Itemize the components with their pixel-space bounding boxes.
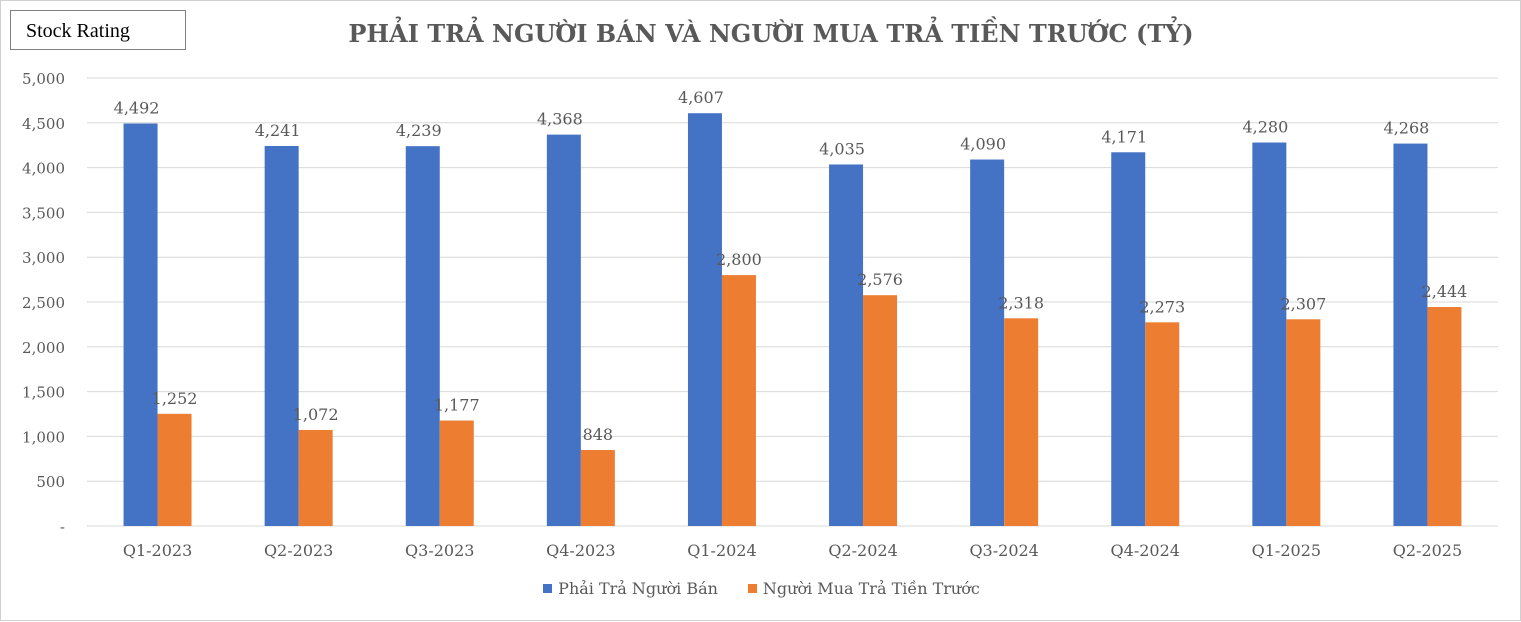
bar-advances-Q4-2024 [1145,322,1180,526]
data-label-advances-Q3-2023: 1,177 [434,396,480,415]
data-label-advances-Q1-2024: 2,800 [716,250,762,269]
data-label-payables-Q3-2024: 4,090 [960,135,1006,154]
y-axis-ticks: - 500 1,000 1,500 2,000 2,500 3,000 3,500 4,000 4… [22,70,65,536]
bar-payables-Q2-2023 [264,146,299,526]
data-label-advances-Q2-2025: 2,444 [1422,282,1468,301]
data-label-payables-Q2-2025: 4,268 [1384,119,1430,138]
data-label-advances-Q1-2023: 1,252 [152,389,198,408]
x-category-label-Q1-2023: Q1-2023 [123,541,192,560]
bar-advances-Q1-2024 [721,275,756,526]
x-category-label-Q4-2023: Q4-2023 [546,541,615,560]
data-label-payables-Q1-2024: 4,607 [678,88,724,107]
bar-payables-Q1-2023 [123,123,158,527]
bar-advances-Q1-2025 [1286,319,1321,526]
y-tick-label-2000: 2,000 [22,339,65,357]
data-label-advances-Q4-2024: 2,273 [1139,297,1185,316]
bar-payables-Q4-2023 [546,134,581,526]
bar-advances-Q3-2023 [439,420,474,526]
bar-payables-Q1-2024 [687,113,722,526]
bars [123,113,1462,527]
y-tick-label-3000: 3,000 [22,249,65,267]
data-label-advances-Q1-2025: 2,307 [1280,294,1326,313]
bar-advances-Q2-2024 [863,295,898,526]
y-tick-label-500: 500 [36,473,65,491]
x-category-label-Q3-2023: Q3-2023 [405,541,474,560]
y-tick-label-3500: 3,500 [22,204,65,222]
data-label-advances-Q2-2023: 1,072 [293,405,339,424]
y-tick-label-1500: 1,500 [22,384,65,402]
legend-label-advances: Người Mua Trả Tiền Trước [762,579,980,598]
bar-advances-Q4-2023 [580,450,615,526]
x-category-label-Q2-2024: Q2-2024 [828,541,897,560]
data-label-payables-Q4-2023: 4,368 [537,110,583,129]
data-label-advances-Q4-2023: 848 [583,425,614,444]
legend-swatch-advances [747,584,757,593]
x-category-label-Q4-2024: Q4-2024 [1111,541,1180,560]
bar-payables-Q1-2025 [1252,142,1287,526]
x-category-label-Q2-2025: Q2-2025 [1393,541,1462,560]
y-tick-label-2500: 2,500 [22,294,65,312]
bar-advances-Q3-2024 [1004,318,1039,526]
data-label-payables-Q2-2024: 4,035 [819,139,865,158]
legend-label-payables: Phải Trả Người Bán [558,579,718,598]
data-label-payables-Q4-2024: 4,171 [1101,127,1147,146]
legend: Phải Trả Người Bán Người Mua Trả Tiền Tr… [1,579,1521,598]
x-category-label-Q3-2024: Q3-2024 [969,541,1038,560]
data-label-payables-Q2-2023: 4,241 [255,121,301,140]
x-axis-categories: Q1-2023 Q2-2023 Q3-2023 Q4-2023 Q1-2024 Q2-20… [123,541,1462,560]
x-category-label-Q2-2023: Q2-2023 [264,541,333,560]
bar-payables-Q2-2024 [829,164,864,527]
legend-item-advances: Người Mua Trả Tiền Trước [747,579,980,598]
x-category-label-Q1-2024: Q1-2024 [687,541,756,560]
stock-rating-badge: Stock Rating [10,10,186,50]
y-tick-label-4000: 4,000 [22,160,65,178]
y-tick-label-0: - [60,518,65,536]
bar-advances-Q2-2023 [298,429,333,526]
x-category-label-Q1-2025: Q1-2025 [1252,541,1321,560]
bar-payables-Q4-2024 [1111,152,1146,527]
data-label-payables-Q1-2023: 4,492 [114,99,160,118]
chart-title: PHẢI TRẢ NGƯỜI BÁN VÀ NGƯỜI MUA TRẢ TIỀN… [348,19,1194,48]
bar-payables-Q3-2024 [970,159,1005,526]
y-tick-label-4500: 4,500 [22,115,65,133]
data-label-advances-Q2-2024: 2,576 [857,270,903,289]
data-label-advances-Q3-2024: 2,318 [998,293,1044,312]
legend-swatch-payables [543,584,553,593]
bar-payables-Q3-2023 [405,146,440,526]
bar-advances-Q2-2025 [1427,307,1462,526]
legend-item-payables: Phải Trả Người Bán [543,579,718,598]
bar-payables-Q2-2025 [1393,143,1428,526]
y-tick-label-1000: 1,000 [22,428,65,446]
bar-advances-Q1-2023 [157,413,192,526]
data-label-payables-Q1-2025: 4,280 [1242,118,1288,137]
y-tick-label-5000: 5,000 [22,70,65,88]
data-label-payables-Q3-2023: 4,239 [396,121,442,140]
data-labels: 4,492 1,252 4,241 1,072 4,239 1,177 4,368 848 4,… [114,88,1468,444]
